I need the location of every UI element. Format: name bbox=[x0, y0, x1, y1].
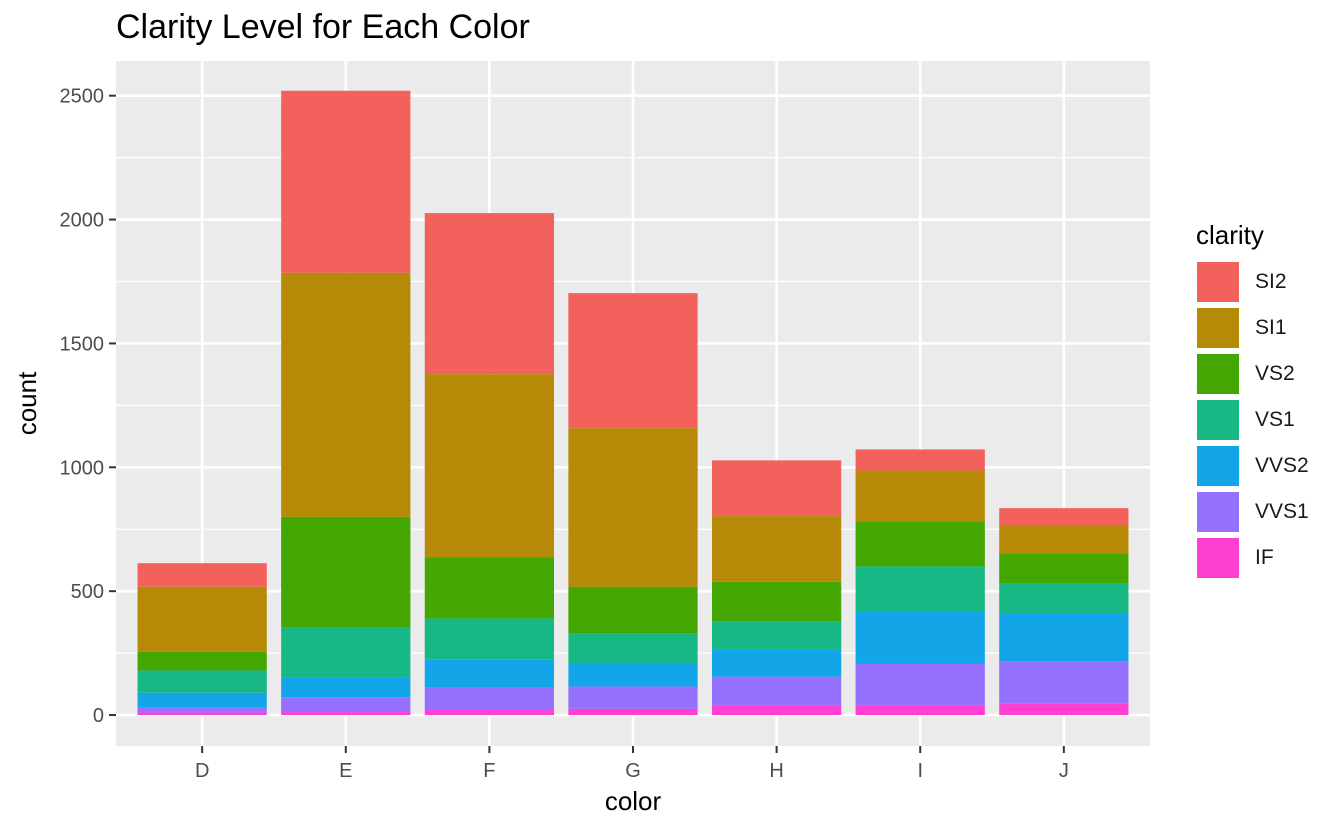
bar-G-VS1 bbox=[568, 633, 698, 664]
bar-F-SI1 bbox=[424, 374, 555, 558]
bar-E-VS2 bbox=[281, 516, 411, 628]
legend-item-VS2: VS2 bbox=[1196, 351, 1309, 397]
y-tick-label: 500 bbox=[71, 581, 104, 603]
y-tick-label: 0 bbox=[93, 705, 104, 727]
bar-F-VS2 bbox=[424, 557, 555, 619]
legend-title: clarity bbox=[1196, 220, 1264, 250]
bar-D-VVS1 bbox=[137, 707, 267, 713]
legend: clarity SI2 SI1 VS2 VS1 VVS2 VVS1 IF bbox=[1196, 220, 1309, 581]
legend-item-VVS2: VVS2 bbox=[1196, 443, 1309, 489]
bar-G-VVS2 bbox=[568, 663, 698, 687]
legend-swatch bbox=[1196, 445, 1240, 487]
bar-H-VS2 bbox=[711, 581, 842, 622]
bar-D-SI2 bbox=[137, 563, 267, 587]
bar-F-VVS2 bbox=[424, 659, 555, 688]
legend-label: VVS2 bbox=[1255, 454, 1309, 477]
y-tick-label: 1500 bbox=[60, 333, 105, 355]
bar-D-SI1 bbox=[137, 586, 267, 652]
bar-E-IF bbox=[281, 712, 411, 716]
bar-F-SI2 bbox=[424, 213, 555, 375]
x-tick-label: J bbox=[1059, 760, 1069, 782]
bar-J-VS2 bbox=[999, 554, 1129, 584]
bar-I-VVS2 bbox=[855, 611, 985, 664]
legend-label: SI1 bbox=[1255, 316, 1287, 339]
bar-J-VVS1 bbox=[999, 661, 1129, 704]
bar-I-SI1 bbox=[855, 470, 985, 522]
legend-swatch bbox=[1196, 307, 1240, 349]
x-tick-label: D bbox=[195, 760, 209, 782]
bar-I-IF bbox=[855, 705, 985, 716]
x-tick-label: G bbox=[625, 760, 641, 782]
bar-G-SI2 bbox=[568, 293, 698, 429]
legend-swatch bbox=[1196, 537, 1240, 579]
bar-H-VVS2 bbox=[711, 649, 842, 677]
bar-G-SI1 bbox=[568, 428, 698, 587]
bar-E-VVS2 bbox=[281, 677, 411, 698]
bar-J-SI1 bbox=[999, 525, 1129, 555]
bar-F-VVS1 bbox=[424, 687, 555, 711]
bar-H-VVS1 bbox=[711, 676, 842, 706]
bar-I-VVS1 bbox=[855, 663, 985, 706]
bar-E-SI2 bbox=[281, 90, 411, 273]
legend-label: IF bbox=[1255, 546, 1274, 569]
bar-F-VS1 bbox=[424, 618, 555, 660]
legend-item-IF: IF bbox=[1196, 535, 1309, 581]
bar-I-VS2 bbox=[855, 521, 985, 567]
bar-J-VS1 bbox=[999, 583, 1129, 614]
bar-H-SI2 bbox=[711, 460, 842, 517]
bar-H-IF bbox=[711, 705, 842, 716]
y-tick-label: 2500 bbox=[60, 86, 105, 108]
y-tick-label: 1000 bbox=[60, 457, 105, 479]
bar-E-VVS1 bbox=[281, 697, 411, 713]
y-axis-title: count bbox=[12, 371, 42, 435]
legend-swatch bbox=[1196, 261, 1240, 303]
bar-I-VS1 bbox=[855, 566, 985, 612]
legend-items: SI2 SI1 VS2 VS1 VVS2 VVS1 IF bbox=[1196, 259, 1309, 581]
y-tick-label: 2000 bbox=[60, 210, 105, 232]
legend-label: SI2 bbox=[1255, 270, 1287, 293]
x-tick-label: H bbox=[769, 760, 783, 782]
legend-item-SI2: SI2 bbox=[1196, 259, 1309, 305]
bar-F-IF bbox=[424, 710, 555, 716]
bar-I-SI2 bbox=[855, 449, 985, 471]
legend-swatch bbox=[1196, 491, 1240, 533]
legend-label: VS2 bbox=[1255, 362, 1295, 385]
bar-H-VS1 bbox=[711, 621, 842, 650]
bar-H-SI1 bbox=[711, 516, 842, 582]
bar-E-VS1 bbox=[281, 627, 411, 678]
bar-D-VS1 bbox=[137, 670, 267, 693]
legend-item-VS1: VS1 bbox=[1196, 397, 1309, 443]
bar-D-IF bbox=[137, 712, 267, 716]
x-axis-title: color bbox=[605, 786, 662, 816]
bar-J-SI2 bbox=[999, 508, 1129, 526]
legend-item-SI1: SI1 bbox=[1196, 305, 1309, 351]
legend-label: VVS1 bbox=[1255, 500, 1309, 523]
bar-G-VS2 bbox=[568, 586, 698, 634]
legend-swatch bbox=[1196, 399, 1240, 441]
x-tick-label: E bbox=[339, 760, 352, 782]
bar-G-IF bbox=[568, 708, 698, 716]
legend-label: VS1 bbox=[1255, 408, 1295, 431]
legend-swatch bbox=[1196, 353, 1240, 395]
bar-J-VVS2 bbox=[999, 613, 1129, 662]
bar-D-VS2 bbox=[137, 651, 267, 671]
x-tick-label: I bbox=[917, 760, 923, 782]
bar-E-SI1 bbox=[281, 272, 411, 517]
chart-title: Clarity Level for Each Color bbox=[116, 8, 530, 46]
bar-D-VVS2 bbox=[137, 692, 267, 708]
bar-J-IF bbox=[999, 703, 1129, 716]
x-tick-label: F bbox=[483, 760, 495, 782]
bar-G-VVS1 bbox=[568, 686, 698, 709]
legend-item-VVS1: VVS1 bbox=[1196, 489, 1309, 535]
